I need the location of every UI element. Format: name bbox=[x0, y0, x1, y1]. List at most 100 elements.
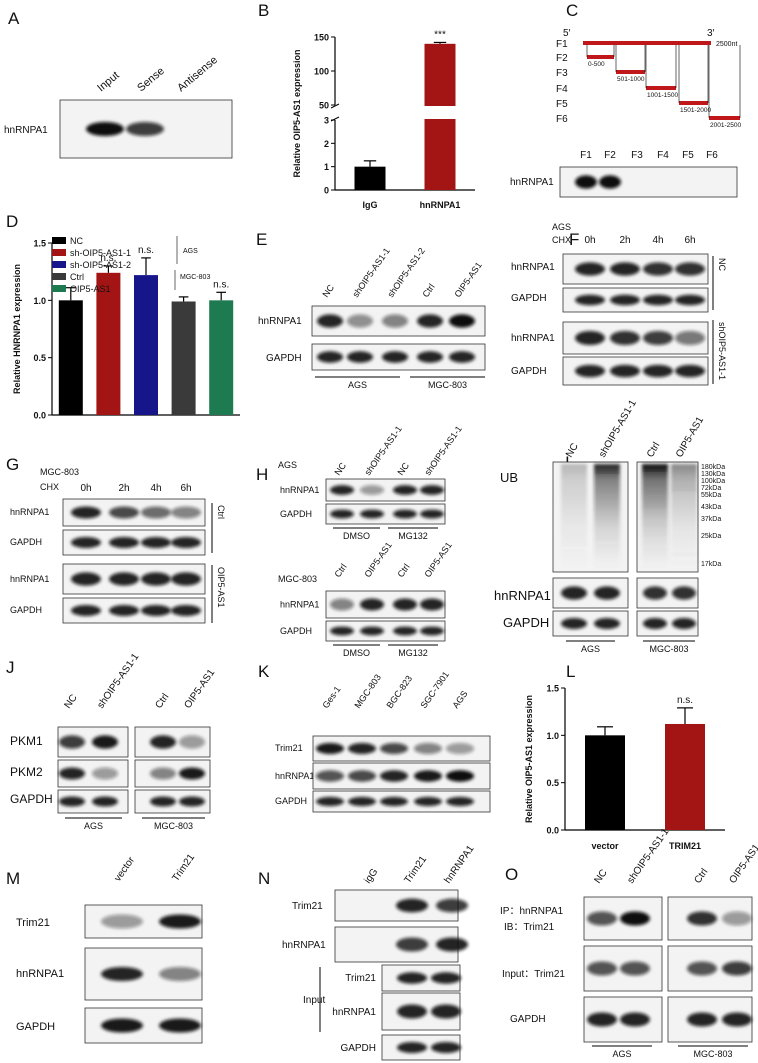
y-tick-label: 3 bbox=[324, 116, 329, 126]
lane-label: OIP5-AS1 bbox=[182, 667, 217, 711]
row-label: Trim21 bbox=[345, 973, 376, 984]
panel-letter: A bbox=[8, 9, 20, 28]
size-marker: 37kDa bbox=[701, 516, 721, 523]
row-label: Trim21 bbox=[275, 743, 303, 753]
cell-line: AGS bbox=[552, 222, 571, 232]
lane-label: NC bbox=[332, 460, 348, 477]
band bbox=[382, 351, 408, 363]
y-axis-label: Relative HNRNPA1 expression bbox=[12, 264, 22, 394]
band bbox=[620, 961, 650, 976]
band bbox=[141, 605, 171, 616]
row-label: UB bbox=[500, 470, 518, 485]
lane-label: igG bbox=[362, 866, 380, 885]
band bbox=[159, 914, 201, 929]
row-label: Input：Trim21 bbox=[502, 969, 565, 980]
band bbox=[393, 598, 417, 611]
fragment-label: 1001-1500 bbox=[647, 92, 678, 99]
x-tick-label: TRIM21 bbox=[669, 841, 701, 851]
row-label: IP：hnRNPA1 bbox=[500, 906, 564, 917]
fragment-bar bbox=[679, 101, 708, 105]
lane-label: Sense bbox=[135, 65, 167, 94]
lane-label: Ges-1 bbox=[320, 684, 342, 710]
bar bbox=[96, 272, 121, 415]
y-tick-label: 0.5 bbox=[546, 778, 559, 788]
cell-line: AGS bbox=[278, 460, 297, 470]
lane-label: 4h bbox=[150, 483, 161, 494]
band bbox=[417, 351, 443, 363]
blot-membrane bbox=[325, 503, 446, 525]
row-label: hnRNPA1 bbox=[280, 485, 319, 495]
band bbox=[436, 937, 468, 952]
significance-label: n.s. bbox=[677, 695, 693, 706]
band bbox=[643, 364, 673, 378]
band bbox=[561, 586, 587, 600]
band bbox=[672, 618, 696, 629]
band bbox=[675, 364, 705, 378]
group-label: OIP5-AS1 bbox=[216, 567, 226, 608]
row-label: hnRNPA1 bbox=[258, 316, 302, 327]
lane-label: Trim21 bbox=[170, 852, 197, 884]
fragment-name: F6 bbox=[556, 114, 568, 125]
lane-label: F6 bbox=[706, 150, 718, 161]
band bbox=[396, 937, 428, 952]
band bbox=[687, 961, 717, 976]
lane-label: F2 bbox=[604, 150, 616, 161]
band bbox=[561, 618, 587, 629]
row-label: hnRNPA1 bbox=[332, 1007, 376, 1018]
band bbox=[436, 898, 468, 913]
y-tick-label: 50 bbox=[319, 101, 329, 111]
band bbox=[92, 735, 118, 749]
lane-label: OIP5-AS1 bbox=[362, 540, 393, 579]
band bbox=[101, 1018, 143, 1033]
lane-label: AGS bbox=[450, 689, 469, 710]
band bbox=[171, 572, 201, 586]
fragment-name: F2 bbox=[556, 53, 568, 64]
band bbox=[109, 572, 139, 586]
legend-label: sh-OIP5-AS1-2 bbox=[70, 260, 131, 270]
lane-label: 0h bbox=[584, 235, 595, 246]
row-label: hnRNPA1 bbox=[280, 600, 319, 610]
lane-label: Ctrl bbox=[420, 282, 436, 299]
group-label: Ctrl bbox=[216, 505, 226, 519]
row-label: hnRNPA1 bbox=[494, 588, 551, 603]
band bbox=[575, 175, 597, 189]
band bbox=[575, 262, 605, 276]
band bbox=[59, 735, 85, 749]
legend-group: AGS bbox=[183, 248, 198, 255]
lane-label: OIP5-AS1 bbox=[452, 260, 483, 299]
band bbox=[587, 961, 617, 976]
bar bbox=[134, 275, 158, 415]
y-axis-label: Relative OIP5-AS1 expression bbox=[524, 695, 534, 823]
band bbox=[675, 294, 705, 306]
lane-label: F4 bbox=[657, 150, 669, 161]
band bbox=[575, 294, 605, 306]
cell-line: MGC-803 bbox=[278, 574, 317, 584]
y-tick-label: 1.0 bbox=[33, 296, 46, 306]
y-tick-label: 1 bbox=[324, 162, 329, 172]
band bbox=[347, 314, 373, 328]
band bbox=[431, 972, 461, 984]
bar bbox=[171, 301, 196, 415]
lane-label: 6h bbox=[684, 235, 695, 246]
row-label: PKM1 bbox=[10, 734, 43, 748]
row-label: GAPDH bbox=[266, 353, 302, 364]
band bbox=[722, 911, 752, 926]
significance-label: n.s. bbox=[100, 253, 116, 264]
band bbox=[610, 262, 640, 276]
band bbox=[179, 796, 205, 807]
fragment-label: 501-1000 bbox=[617, 76, 645, 83]
band bbox=[446, 770, 474, 782]
band bbox=[420, 598, 444, 611]
y-tick-label: 2 bbox=[324, 139, 329, 149]
band bbox=[171, 537, 201, 548]
panel-letter: O bbox=[505, 865, 518, 884]
row-label: hnRNPA1 bbox=[282, 940, 326, 951]
band bbox=[59, 767, 85, 780]
panel-letter: B bbox=[258, 1, 269, 20]
blot-membrane bbox=[325, 620, 446, 642]
row-label: hnRNPA1 bbox=[511, 333, 555, 344]
size-marker: 130kDa bbox=[701, 471, 725, 478]
group-label: MGC-803 bbox=[693, 1049, 732, 1059]
band bbox=[414, 743, 442, 754]
row-label: GAPDH bbox=[511, 293, 547, 304]
